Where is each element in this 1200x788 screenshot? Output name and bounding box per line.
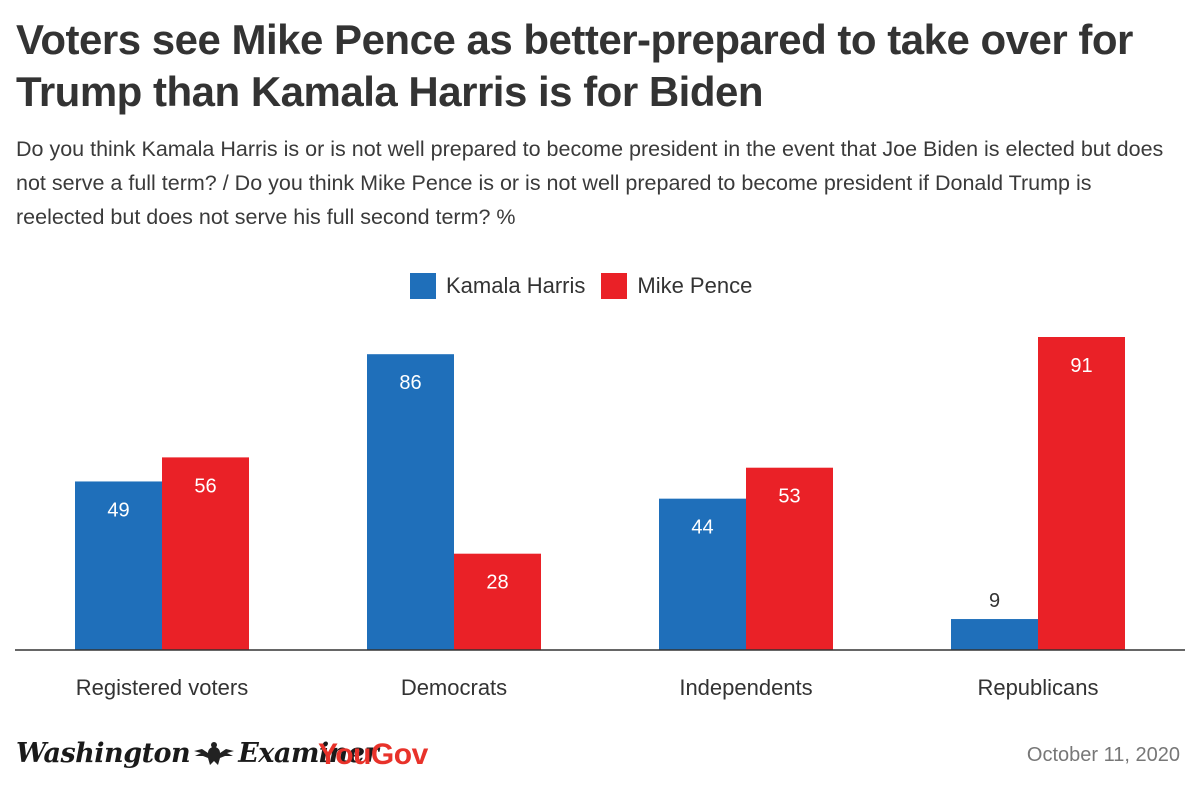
data-label-pence-2: 53 (778, 486, 800, 508)
data-label-harris-0: 49 (107, 499, 129, 521)
chart-title: Voters see Mike Pence as better-prepared… (16, 16, 1133, 115)
logo-text-examiner: Examiner (238, 738, 379, 769)
legend-label-harris: Kamala Harris (446, 273, 586, 298)
data-label-harris-3: 9 (989, 590, 1000, 612)
legend-label-pence: Mike Pence (637, 273, 753, 298)
data-label-pence-3: 91 (1070, 355, 1092, 377)
bar-harris-0 (75, 481, 162, 650)
yougov-logo: YouGov (318, 738, 428, 771)
data-label-pence-1: 28 (486, 572, 508, 594)
bar-pence-2 (746, 467, 833, 650)
bar-pence-1 (454, 553, 541, 650)
bar-harris-2 (659, 498, 746, 650)
bar-pence-3 (1038, 337, 1125, 650)
bar-pence-0 (162, 457, 249, 650)
legend-swatch-harris (410, 273, 436, 299)
data-label-pence-0: 56 (194, 475, 216, 497)
category-label-1: Democrats (401, 675, 507, 700)
bar-harris-1 (367, 354, 454, 650)
logo-text-washington: Washington (16, 738, 191, 769)
category-label-0: Registered voters (76, 675, 248, 700)
data-label-harris-1: 86 (399, 372, 421, 394)
chart-legend: Kamala Harris Mike Pence (410, 272, 752, 300)
legend-item-pence: Mike Pence (601, 273, 752, 299)
washington-examiner-logo: Washington Examiner (16, 738, 379, 769)
data-label-harris-2: 44 (691, 517, 713, 539)
category-label-3: Republicans (977, 675, 1098, 700)
footer-date: October 11, 2020 (1026, 744, 1180, 766)
eagle-icon (194, 741, 235, 765)
legend-swatch-pence (601, 273, 628, 299)
chart-subtitle: Do you think Kamala Harris is or is not … (16, 137, 1164, 229)
bar-harris-3 (951, 619, 1038, 650)
category-label-2: Independents (679, 675, 812, 700)
bar-chart: 49 56 Registered voters 86 28 Democrats 44 53 In… (15, 337, 1185, 700)
legend-item-harris: Kamala Harris (410, 273, 585, 299)
